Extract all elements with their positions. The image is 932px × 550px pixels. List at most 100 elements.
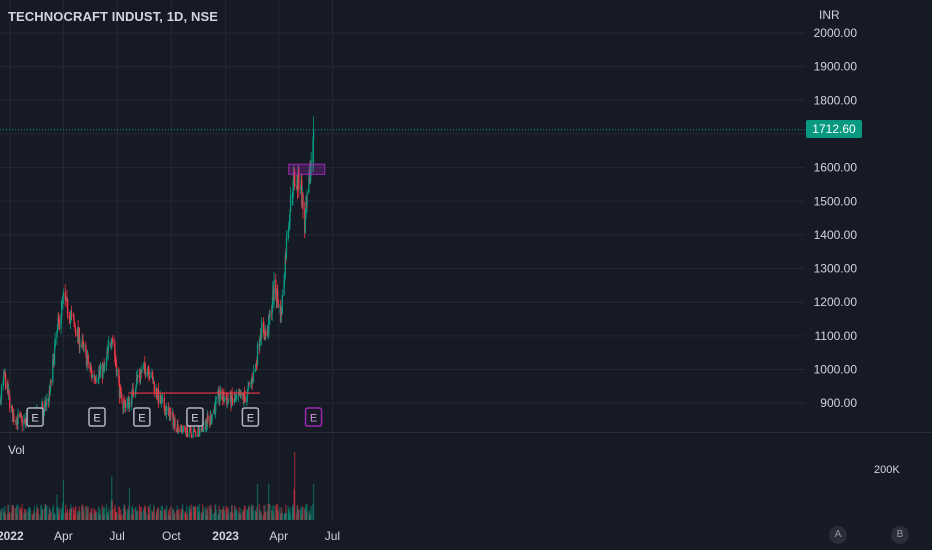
volume-bar — [207, 505, 209, 520]
volume-bar — [215, 509, 217, 520]
earnings-marker-label: E — [138, 413, 145, 425]
candle-body — [221, 389, 223, 400]
candle-body — [248, 383, 250, 387]
candle-body — [301, 180, 303, 206]
earnings-marker[interactable]: E — [304, 407, 323, 427]
volume-bar — [186, 513, 188, 520]
candle-body — [156, 388, 158, 397]
candle-body — [68, 314, 70, 321]
candle-body — [235, 395, 237, 399]
candle-body — [107, 344, 109, 352]
candle-body — [172, 413, 174, 427]
earnings-marker[interactable]: E — [241, 407, 260, 427]
candle-body — [227, 398, 229, 401]
price-axis[interactable]: 2000.00 1900.00 1800.00 1600.00 1500.00 1400.… — [814, 26, 858, 410]
earnings-marker[interactable]: E — [88, 407, 106, 427]
candle-body — [236, 395, 238, 397]
earnings-marker[interactable]: E — [133, 407, 151, 427]
candle-body — [190, 433, 193, 439]
candle-body — [8, 390, 10, 396]
volume-bar — [285, 512, 288, 520]
candle-body — [281, 295, 283, 313]
last-price-tag: 1712.60 — [806, 120, 862, 138]
volume-bar — [118, 506, 121, 520]
candle-body — [62, 295, 64, 302]
volume-bar — [190, 504, 193, 520]
volume-bar — [197, 506, 199, 520]
candle-body — [62, 292, 65, 296]
volume-bar — [289, 513, 292, 520]
volume-bar — [244, 506, 246, 520]
candle-body — [123, 401, 125, 407]
candle-body — [106, 351, 108, 358]
price-tick-label: 900.00 — [820, 396, 857, 410]
volume-bar — [131, 505, 134, 520]
volume-bar — [95, 511, 98, 520]
candle-body — [61, 301, 63, 303]
candle-body — [174, 418, 176, 430]
candle-body — [70, 313, 72, 317]
volume-bar — [168, 508, 171, 520]
candle-body — [135, 377, 138, 387]
volume-bar — [99, 514, 102, 520]
earnings-marker[interactable]: E — [26, 407, 44, 427]
candle-body — [126, 403, 128, 409]
candle-body — [66, 297, 68, 299]
candle-body — [177, 424, 179, 434]
candle-body — [264, 331, 266, 341]
candle-body — [114, 355, 117, 360]
candle-body — [132, 387, 134, 396]
candle-body — [284, 277, 286, 281]
candle-body — [56, 325, 59, 331]
candle-body — [74, 322, 76, 327]
volume-bar — [42, 509, 44, 520]
price-tick-label: 1000.00 — [814, 363, 858, 377]
candle-body — [196, 435, 199, 437]
candle-body — [9, 395, 11, 409]
candle-body — [7, 383, 9, 395]
candle-body — [225, 398, 227, 400]
volume-bar — [256, 484, 259, 520]
volume-bar — [312, 484, 315, 520]
candle-body — [91, 370, 93, 378]
candle-body — [2, 380, 4, 387]
candle-body — [21, 417, 23, 426]
candle-body — [61, 302, 63, 316]
candle-body — [284, 256, 286, 278]
candle-body — [288, 223, 291, 226]
volume-bar — [60, 508, 62, 520]
volume-bar — [265, 511, 267, 520]
symbol-title[interactable]: TECHNOCRAFT INDUST, 1D, NSE — [8, 9, 218, 24]
volume-bars — [0, 452, 315, 520]
candle-body — [251, 378, 253, 384]
earnings-marker[interactable]: E — [186, 407, 204, 427]
volume-bar — [300, 506, 302, 520]
candle-body — [310, 166, 312, 181]
candle-body — [49, 380, 52, 391]
nav-button-b[interactable]: B — [891, 526, 909, 544]
time-axis[interactable]: 2022 Apr Jul Oct 2023 Apr Jul — [0, 529, 340, 543]
candle-body — [163, 398, 165, 409]
candle-body — [244, 397, 246, 403]
volume-bar — [203, 507, 205, 520]
volume-bar — [99, 508, 101, 520]
candle-body — [122, 406, 125, 409]
candle-body — [291, 194, 294, 196]
nav-button-a[interactable]: A — [829, 526, 847, 544]
candle-body — [259, 339, 261, 347]
candle-body — [280, 309, 282, 322]
candle-body — [199, 427, 201, 437]
candle-body — [3, 372, 5, 381]
volume-bar — [4, 514, 7, 520]
earnings-markers[interactable]: EEEEEEE — [0, 407, 323, 427]
earnings-marker-label: E — [93, 413, 100, 425]
candle-body — [312, 130, 315, 141]
candle-body — [66, 298, 69, 315]
candle-body — [202, 425, 204, 431]
candle-body — [178, 430, 180, 432]
earnings-marker-box — [133, 407, 151, 427]
volume-pane-label[interactable]: Vol — [8, 443, 25, 457]
price-tick-label: 1400.00 — [814, 228, 858, 242]
candle-body — [197, 427, 200, 437]
